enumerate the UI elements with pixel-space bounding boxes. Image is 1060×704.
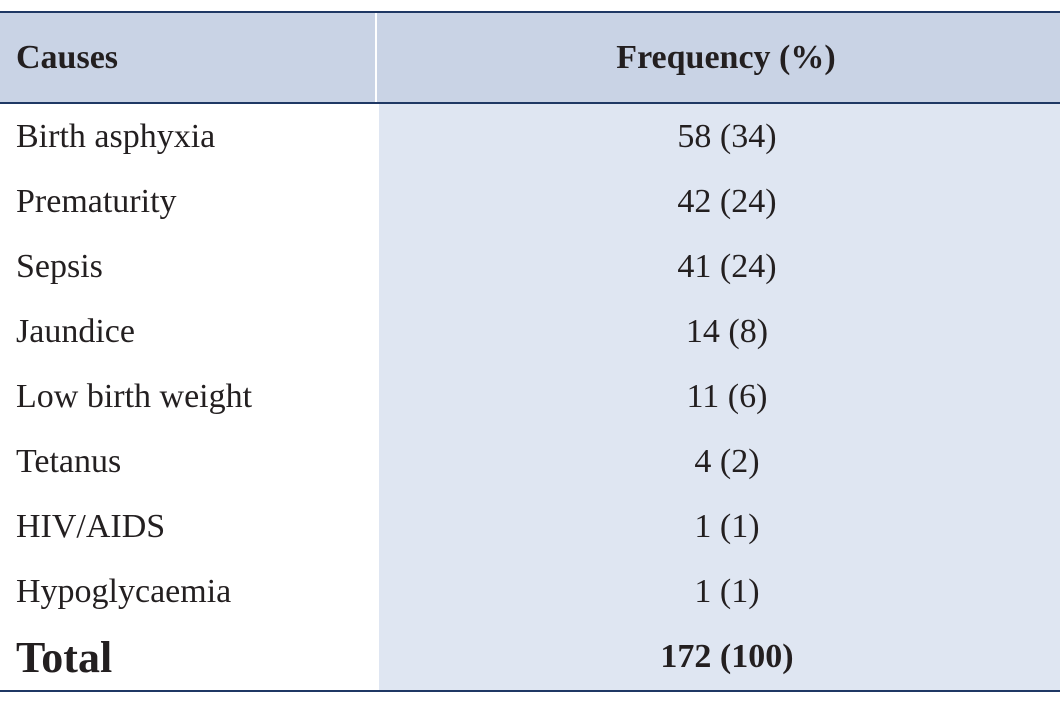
cause-cell: HIV/AIDS [16,507,166,545]
table-body: Birth asphyxia Prematurity Sepsis Jaundi… [0,104,1060,690]
cause-cell: Prematurity [16,182,177,220]
causes-column: Birth asphyxia Prematurity Sepsis Jaundi… [0,104,377,690]
total-frequency: 172 (100) [660,638,794,675]
cause-cell: Hypoglycaemia [16,572,232,610]
total-label: Total [16,632,113,682]
cause-cell: Tetanus [16,442,122,480]
table-header: Causes Frequency (%) [0,13,1060,104]
header-frequency: Frequency (%) [616,38,836,76]
cause-cell: Jaundice [16,312,135,350]
header-causes: Causes [0,13,377,102]
frequency-cell: 41 (24) [677,247,777,285]
cause-cell: Birth asphyxia [16,117,216,155]
causes-frequency-table: Causes Frequency (%) Birth asphyxia Prem… [0,11,1060,692]
frequency-cell: 1 (1) [694,572,760,610]
frequency-cell: 14 (8) [685,312,769,350]
cause-cell: Low birth weight [16,377,253,415]
frequency-cell: 42 (24) [677,182,777,220]
frequency-cell: 58 (34) [677,117,777,155]
frequency-cell: 4 (2) [694,442,760,480]
frequency-cell: 1 (1) [694,507,760,545]
frequency-cell: 11 (6) [686,377,768,415]
frequency-column: 58 (34) 42 (24) 41 (24) 14 (8) 11 (6) 4 … [377,104,1060,690]
cause-cell: Sepsis [16,247,103,285]
